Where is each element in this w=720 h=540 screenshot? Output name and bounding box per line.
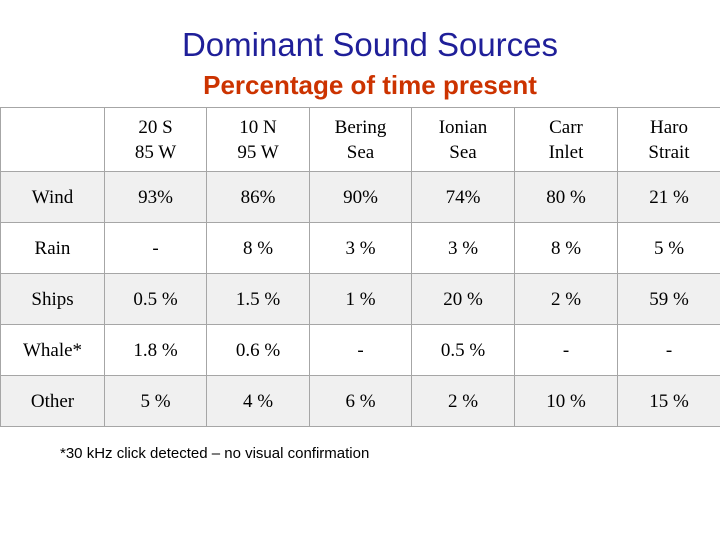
table-cell: 3 % [309,222,412,274]
table-cell: 86% [206,171,310,223]
slide-subtitle: Percentage of time present [203,70,537,100]
table-cell: 80 % [514,171,618,223]
table-cell: 1.8 % [104,324,207,376]
table-cell: 5 % [104,375,207,427]
table-row: Other 5 % 4 % 6 % 2 % 10 % 15 % [0,375,720,427]
header-corner-cell [0,107,105,172]
table-cell: 59 % [617,273,720,325]
footnote: *30 kHz click detected – no visual confi… [60,445,370,462]
column-header: 20 S 85 W [104,107,207,172]
table-cell: - [617,324,720,376]
table-cell: 20 % [411,273,515,325]
table-cell: 74% [411,171,515,223]
table-cell: - [514,324,618,376]
slide-title: Dominant Sound Sources [181,26,559,63]
row-label: Other [0,375,105,427]
table-cell: 8 % [206,222,310,274]
table-cell: 15 % [617,375,720,427]
table-cell: 6 % [309,375,412,427]
column-header: Carr Inlet [514,107,618,172]
table-cell: 1.5 % [206,273,310,325]
table-cell: 1 % [309,273,412,325]
table-cell: 2 % [411,375,515,427]
row-label: Rain [0,222,105,274]
table-row: Wind 93% 86% 90% 74% 80 % 21 % [0,171,720,223]
column-header: 10 N 95 W [206,107,310,172]
table-cell: - [104,222,207,274]
table-cell: 21 % [617,171,720,223]
table-cell: - [309,324,412,376]
sound-sources-table: 20 S 85 W 10 N 95 W Bering Sea Ionian Sea Ca… [0,107,720,427]
table-cell: 3 % [411,222,515,274]
table-cell: 93% [104,171,207,223]
table-cell: 8 % [514,222,618,274]
table-cell: 2 % [514,273,618,325]
column-header: Haro Strait [617,107,720,172]
table-row: Whale* 1.8 % 0.6 % - 0.5 % - - [0,324,720,376]
column-header: Bering Sea [309,107,412,172]
table-cell: 10 % [514,375,618,427]
table-cell: 0.6 % [206,324,310,376]
column-header: Ionian Sea [411,107,515,172]
table-cell: 90% [309,171,412,223]
table-cell: 4 % [206,375,310,427]
table-row: Ships 0.5 % 1.5 % 1 % 20 % 2 % 59 % [0,273,720,325]
row-label: Wind [0,171,105,223]
row-label: Whale* [0,324,105,376]
table-cell: 0.5 % [104,273,207,325]
row-label: Ships [0,273,105,325]
table-row: Rain - 8 % 3 % 3 % 8 % 5 % [0,222,720,274]
header-row: 20 S 85 W 10 N 95 W Bering Sea Ionian Sea Ca… [0,107,720,172]
table-cell: 0.5 % [411,324,515,376]
table-cell: 5 % [617,222,720,274]
